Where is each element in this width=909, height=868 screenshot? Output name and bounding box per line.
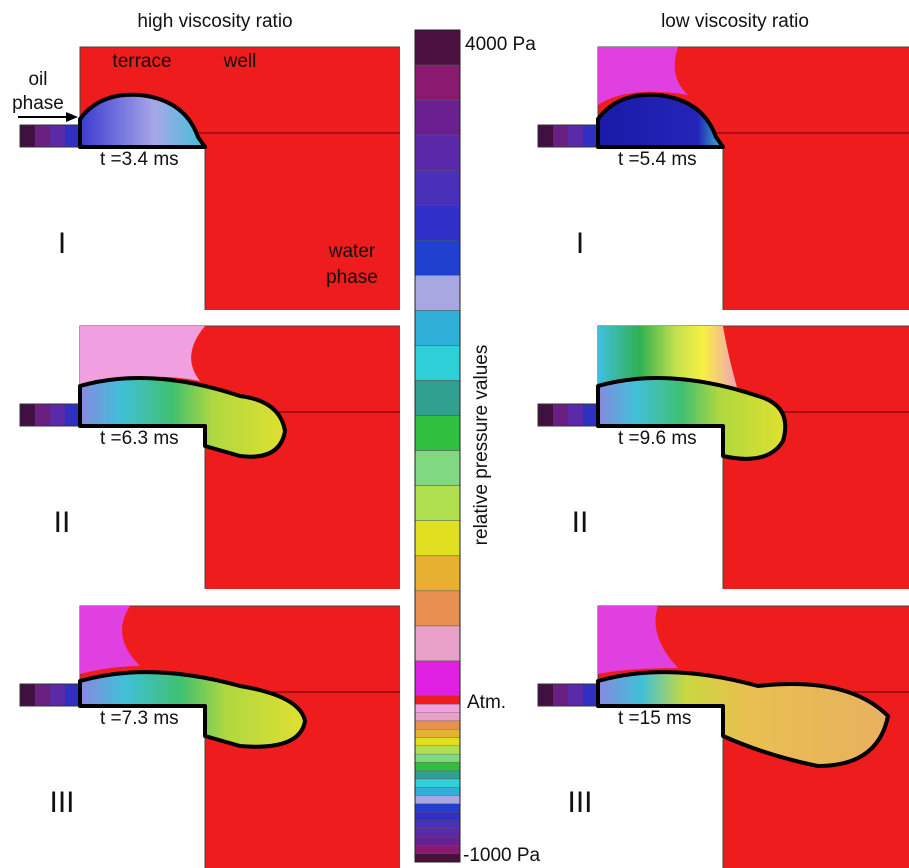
simulation-panel: t =7.3 ms III — [20, 606, 400, 868]
channel-segment — [538, 684, 553, 706]
column-title: high viscosity ratio — [137, 11, 292, 32]
colorbar-swatch — [415, 854, 460, 862]
arrow-head — [66, 112, 78, 122]
colorbar-swatch — [415, 762, 460, 770]
annotation: oil — [28, 69, 47, 90]
time-label: t =3.4 ms — [100, 149, 179, 170]
channel-segment — [583, 125, 598, 147]
stage-label: I — [58, 227, 66, 260]
stage-label: I — [576, 227, 584, 260]
colorbar-swatch — [415, 771, 460, 779]
stage-label: II — [54, 506, 71, 539]
colorbar-swatch — [415, 787, 460, 795]
channel-segment — [20, 125, 35, 147]
channel-segment — [50, 404, 65, 426]
colorbar-swatch — [415, 696, 460, 704]
colorbar-swatch — [415, 310, 460, 345]
pressure-region — [80, 326, 205, 384]
stage-label: III — [49, 786, 74, 819]
annotation: terrace — [112, 51, 171, 72]
simulation-panel: t =6.3 ms II — [20, 326, 400, 589]
channel-segment — [538, 125, 553, 147]
colorbar-swatch — [415, 796, 460, 804]
channel-segment — [65, 684, 80, 706]
colorbar-swatch — [415, 591, 460, 626]
colorbar-label: Atm. — [467, 692, 506, 713]
colorbar-swatch — [415, 416, 460, 451]
colorbar-swatch — [415, 345, 460, 380]
colorbar-swatch — [415, 704, 460, 712]
simulation-panel: t =5.4 ms I — [538, 47, 909, 310]
colorbar-swatch — [415, 661, 460, 696]
colorbar-swatch — [415, 275, 460, 310]
stage-label: II — [572, 506, 589, 539]
time-label: t =9.6 ms — [618, 428, 697, 449]
colorbar-swatch — [415, 713, 460, 721]
channel-segment — [568, 684, 583, 706]
channel-segment — [50, 684, 65, 706]
colorbar-swatch — [415, 821, 460, 829]
colorbar-swatch — [415, 556, 460, 591]
colorbar-swatch — [415, 738, 460, 746]
channel-segment — [583, 684, 598, 706]
channel-segment — [65, 125, 80, 147]
time-label: t =6.3 ms — [100, 428, 179, 449]
annotation: phase — [12, 93, 64, 114]
colorbar-title: relative pressure values — [471, 345, 492, 546]
colorbar-swatch — [415, 779, 460, 787]
annotation: well — [223, 51, 257, 72]
colorbar-label: -1000 Pa — [463, 845, 541, 866]
channel-segment — [35, 125, 50, 147]
channel-segment — [568, 125, 583, 147]
colorbar-swatch — [415, 845, 460, 853]
colorbar-swatch — [415, 721, 460, 729]
simulation-panel: t =9.6 ms II — [538, 326, 909, 589]
colorbar-swatch — [415, 829, 460, 837]
colorbar-label: 4000 Pa — [465, 34, 536, 55]
colorbar-swatch — [415, 100, 460, 135]
colorbar-swatch — [415, 240, 460, 275]
column-title: low viscosity ratio — [661, 11, 809, 32]
time-label: t =7.3 ms — [100, 708, 179, 729]
colorbar — [415, 30, 460, 862]
channel-segment — [20, 684, 35, 706]
colorbar-swatch — [415, 486, 460, 521]
colorbar-swatch — [415, 170, 460, 205]
figure: t =3.4 msIt =5.4 msIt =6.3 msIIt =9.6 ms… — [0, 0, 909, 868]
simulation-panel: t =15 ms III — [538, 606, 909, 868]
time-label: t =15 ms — [618, 708, 691, 729]
channel-segment — [583, 404, 598, 426]
channel-segment — [553, 404, 568, 426]
colorbar-swatch — [415, 65, 460, 100]
channel-segment — [553, 684, 568, 706]
colorbar-swatch — [415, 205, 460, 240]
colorbar-swatch — [415, 451, 460, 486]
colorbar-swatch — [415, 626, 460, 661]
colorbar-swatch — [415, 381, 460, 416]
channel-segment — [568, 404, 583, 426]
channel-segment — [538, 404, 553, 426]
channel-segment — [50, 125, 65, 147]
colorbar-swatch — [415, 729, 460, 737]
stage-label: III — [567, 786, 592, 819]
colorbar-swatch — [415, 837, 460, 845]
colorbar-swatch — [415, 521, 460, 556]
channel-segment — [20, 404, 35, 426]
channel-segment — [553, 125, 568, 147]
colorbar-swatch — [415, 754, 460, 762]
channel-segment — [35, 684, 50, 706]
colorbar-swatch — [415, 135, 460, 170]
annotation: water — [328, 241, 376, 262]
colorbar-swatch — [415, 804, 460, 812]
channel-segment — [35, 404, 50, 426]
time-label: t =5.4 ms — [618, 149, 697, 170]
annotation: phase — [326, 267, 378, 288]
colorbar-swatch — [415, 746, 460, 754]
colorbar-swatch — [415, 812, 460, 820]
channel-segment — [65, 404, 80, 426]
colorbar-swatch — [415, 30, 460, 65]
